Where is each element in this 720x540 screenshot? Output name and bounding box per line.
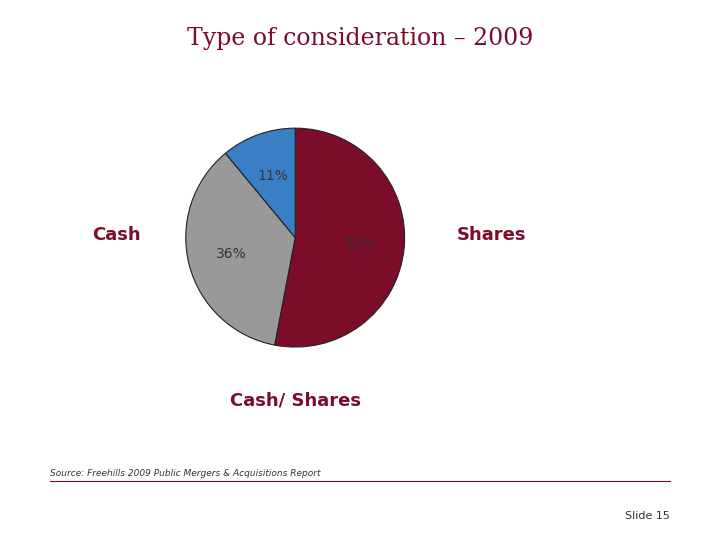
Text: Slide 15: Slide 15 (625, 511, 670, 521)
Text: 53%: 53% (346, 237, 376, 251)
Text: Cash: Cash (91, 226, 140, 244)
Text: Cash/ Shares: Cash/ Shares (230, 392, 361, 409)
Text: Shares: Shares (457, 226, 527, 244)
Text: Type of consideration – 2009: Type of consideration – 2009 (186, 27, 534, 50)
Text: Source: Freehills 2009 Public Mergers & Acquisitions Report: Source: Freehills 2009 Public Mergers & … (50, 469, 321, 478)
Wedge shape (186, 153, 295, 345)
Text: 36%: 36% (216, 247, 247, 261)
Text: 11%: 11% (258, 169, 289, 183)
Wedge shape (225, 128, 295, 238)
Wedge shape (275, 128, 405, 347)
